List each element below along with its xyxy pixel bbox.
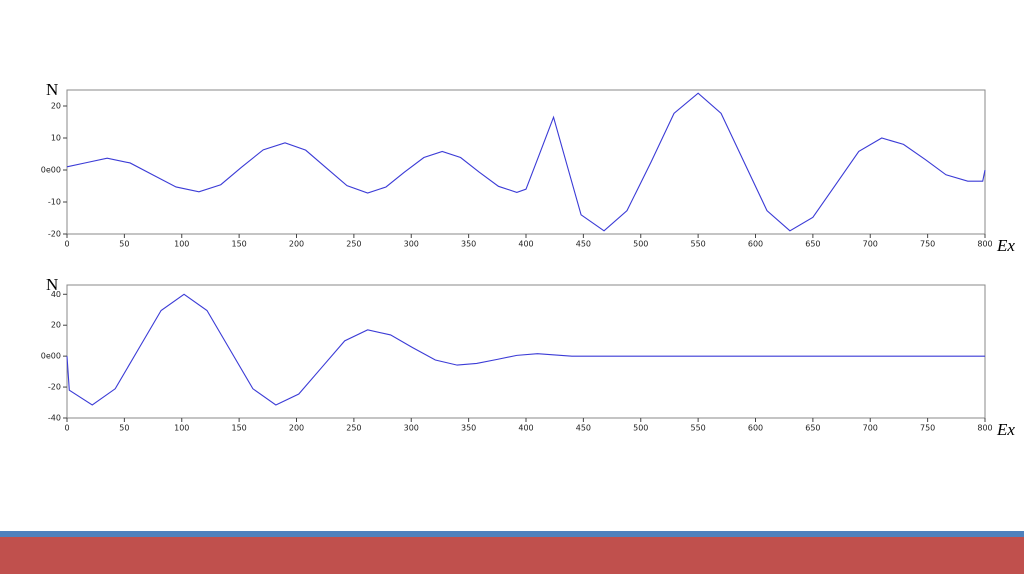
x-tick-label: 100 xyxy=(174,240,189,249)
x-tick-label: 450 xyxy=(576,424,591,433)
x-tick-label: 800 xyxy=(977,424,992,433)
x-axis-label: Ex xyxy=(996,420,1015,439)
x-tick-label: 150 xyxy=(231,240,246,249)
y-axis-label: N xyxy=(46,80,58,99)
x-tick-label: 700 xyxy=(863,424,878,433)
x-tick-label: 400 xyxy=(518,240,533,249)
y-axis-label: N xyxy=(46,275,58,294)
data-line xyxy=(66,92,986,232)
y-tick-label: 20 xyxy=(51,102,61,111)
footer-band xyxy=(0,537,1024,574)
y-tick-label: -40 xyxy=(48,414,61,423)
y-tick-label: 10 xyxy=(51,134,61,143)
x-tick-label: 200 xyxy=(289,424,304,433)
x-tick-label: 100 xyxy=(174,424,189,433)
x-tick-label: 650 xyxy=(805,424,820,433)
x-tick-label: 350 xyxy=(461,424,476,433)
footer-stripe xyxy=(0,531,1024,537)
x-tick-label: 200 xyxy=(289,240,304,249)
x-tick-label: 0 xyxy=(64,240,69,249)
x-tick-label: 650 xyxy=(805,240,820,249)
y-tick-label: -20 xyxy=(48,230,61,239)
x-axis-label: Ex xyxy=(996,236,1015,255)
data-line xyxy=(66,293,985,406)
y-tick-label: 0e00 xyxy=(41,166,61,175)
x-tick-label: 0 xyxy=(64,424,69,433)
x-tick-label: 800 xyxy=(977,240,992,249)
x-tick-label: 500 xyxy=(633,240,648,249)
y-tick-label: 0e00 xyxy=(41,352,61,361)
x-tick-label: 400 xyxy=(518,424,533,433)
x-tick-label: 750 xyxy=(920,424,935,433)
x-tick-label: 750 xyxy=(920,240,935,249)
x-tick-label: 300 xyxy=(404,240,419,249)
x-tick-label: 250 xyxy=(346,424,361,433)
x-tick-label: 50 xyxy=(119,424,129,433)
y-tick-label: 20 xyxy=(51,321,61,330)
x-tick-label: 450 xyxy=(576,240,591,249)
x-tick-label: 50 xyxy=(119,240,129,249)
x-tick-label: 600 xyxy=(748,240,763,249)
x-tick-label: 550 xyxy=(690,424,705,433)
x-tick-label: 500 xyxy=(633,424,648,433)
y-tick-label: -20 xyxy=(48,383,61,392)
x-tick-label: 600 xyxy=(748,424,763,433)
y-tick-label: -10 xyxy=(48,198,61,207)
x-tick-label: 350 xyxy=(461,240,476,249)
x-tick-label: 700 xyxy=(863,240,878,249)
x-tick-label: 550 xyxy=(690,240,705,249)
x-tick-label: 250 xyxy=(346,240,361,249)
x-tick-label: 300 xyxy=(404,424,419,433)
x-tick-label: 150 xyxy=(231,424,246,433)
y-tick-label: 40 xyxy=(51,290,61,299)
